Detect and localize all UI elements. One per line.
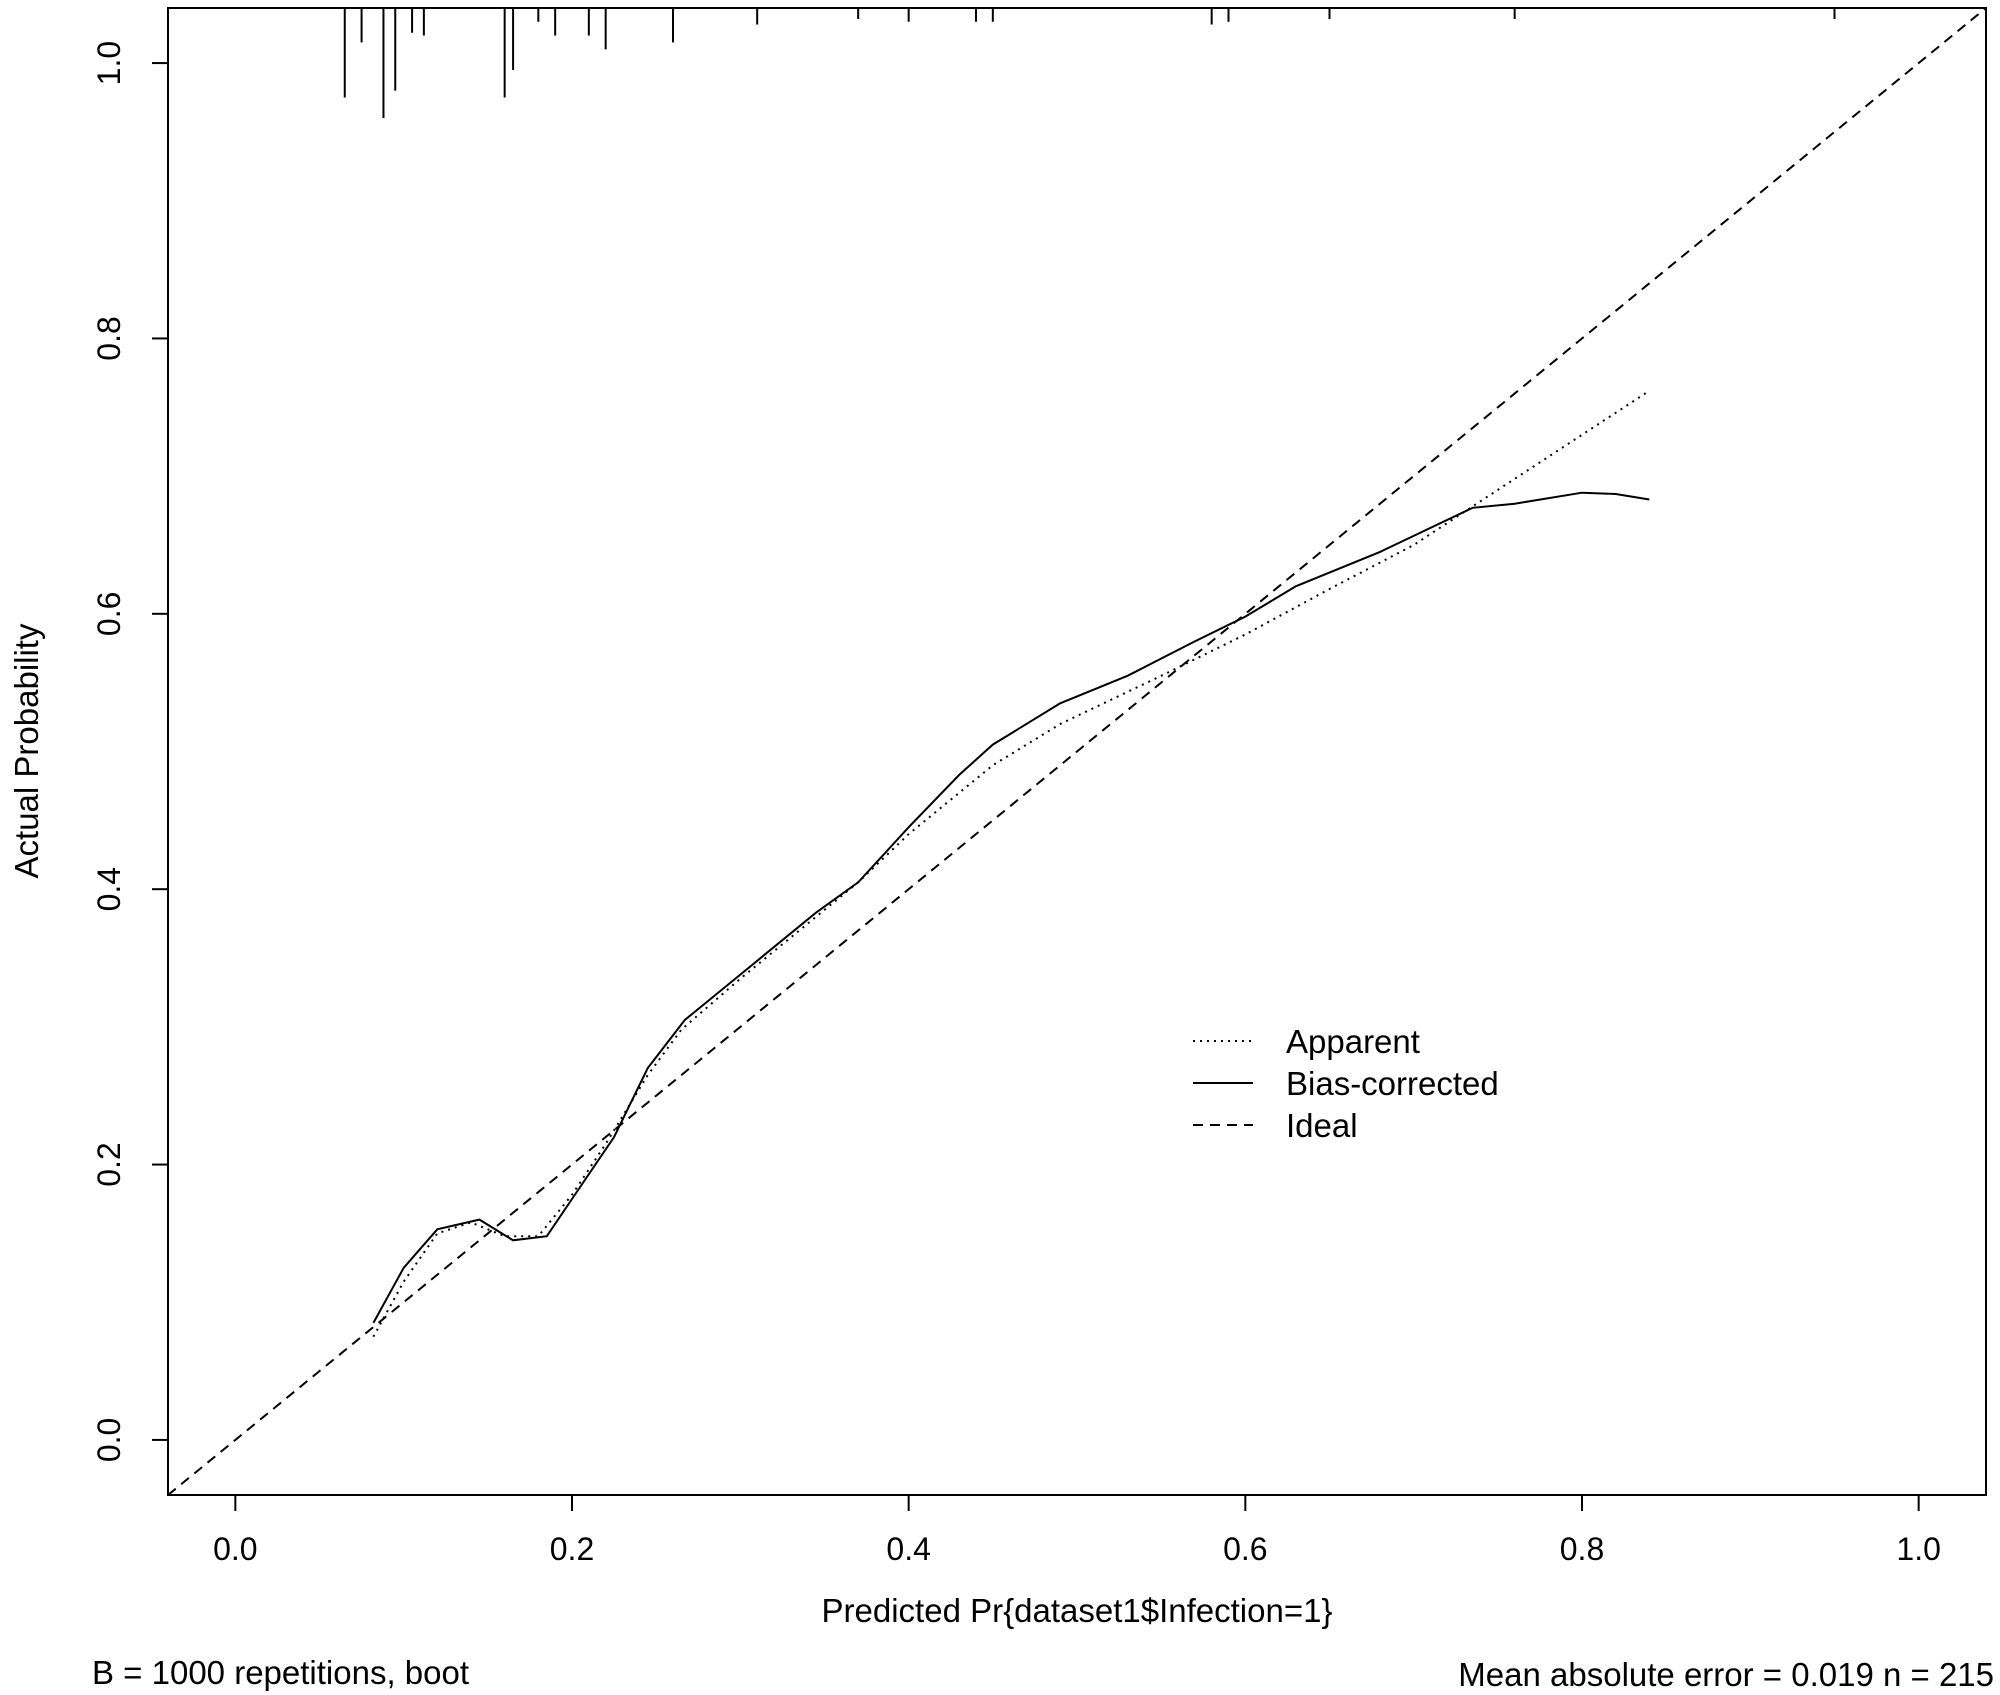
legend: Apparent Bias-corrected Ideal [1193,1023,1499,1144]
legend-label-apparent: Apparent [1286,1023,1420,1060]
y-tick-label: 1.0 [91,41,127,85]
y-tick-label: 0.0 [91,1418,127,1462]
rug-layer [343,8,1836,119]
legend-label-bias-corrected: Bias-corrected [1286,1065,1499,1102]
y-tick-label: 0.8 [91,316,127,360]
legend-label-ideal: Ideal [1286,1107,1358,1144]
y-axis: 0.0 0.2 0.4 0.6 0.8 1.0 [91,41,169,1462]
y-tick-label: 0.4 [91,867,127,911]
y-tick-label: 0.6 [91,592,127,636]
series-line-apparent [372,389,1650,1338]
series-line-ideal [167,7,1987,1496]
series-line-bias-corrected [372,491,1650,1324]
x-tick-label: 0.8 [1560,1531,1604,1567]
x-tick-label: 0.2 [550,1531,594,1567]
series-layer [167,7,1987,1496]
footnote-error: Mean absolute error = 0.019 n = 215 [1458,1656,1994,1693]
y-tick-label: 0.2 [91,1142,127,1186]
x-tick-label: 1.0 [1896,1531,1940,1567]
x-axis-label: Predicted Pr{dataset1$Infection=1} [822,1592,1333,1629]
footnote-repetitions: B = 1000 repetitions, boot [92,1654,469,1691]
x-tick-label: 0.0 [213,1531,257,1567]
y-axis-label: Actual Probability [8,623,45,878]
x-tick-label: 0.6 [1223,1531,1267,1567]
x-tick-label: 0.4 [886,1531,930,1567]
x-axis: 0.0 0.2 0.4 0.6 0.8 1.0 [213,1494,1941,1567]
